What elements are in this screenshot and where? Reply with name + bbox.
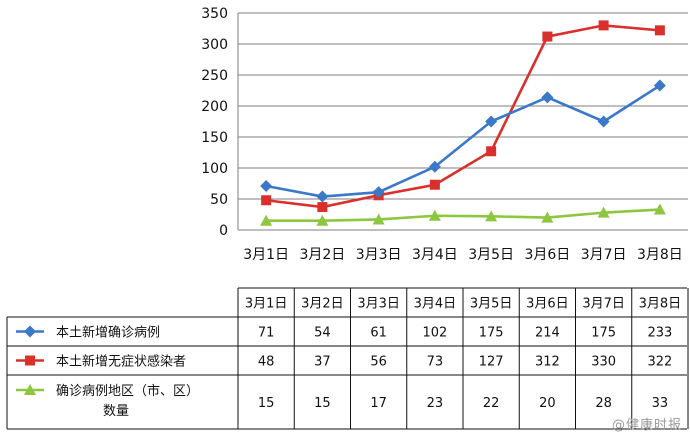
table-value-cell: 102: [422, 326, 447, 341]
x-tick-label: 3月2日: [299, 247, 345, 263]
table-value-cell: 214: [535, 326, 560, 341]
table-value-cell: 20: [539, 396, 556, 411]
series-regions-point: [485, 210, 498, 222]
series-asymptomatic-point: [261, 195, 272, 206]
x-tick-label: 3月1日: [243, 247, 289, 263]
series-confirmed-point: [316, 190, 329, 203]
x-tick-label: 3月3日: [356, 247, 402, 263]
series-asymptomatic-point: [486, 146, 497, 157]
legend-marker: [25, 355, 35, 366]
y-tick-label-350: 350: [201, 6, 228, 22]
x-tick-label: 3月5日: [468, 247, 514, 263]
series-confirmed-point: [653, 79, 666, 92]
table-value-cell: 175: [591, 326, 616, 341]
series-asymptomatic-point: [654, 25, 665, 36]
y-tick-label-300: 300: [201, 37, 228, 53]
table-header-cell: 3月4日: [414, 297, 457, 312]
legend-label-asymptomatic: 本土新增无症状感染者: [56, 354, 186, 370]
series-confirmed-point: [597, 115, 610, 128]
series-regions: [260, 203, 666, 226]
y-axis: 0 50 100 150 200 250 300 350: [201, 6, 239, 239]
y-tick-label-250: 250: [201, 68, 228, 84]
series-regions-line: [266, 208, 660, 222]
legend-key-asymptomatic: [16, 355, 44, 366]
table-header-cell: 3月5日: [470, 297, 513, 312]
x-tick-label: 3月6日: [524, 247, 570, 263]
table-value-cell: 73: [427, 355, 444, 370]
data-table: 3月1日 3月2日 3月3日 3月4日 3月5日 3月6日 3月7日 3月8日本土新增确诊病例…: [6, 287, 689, 430]
legend-label-regions-line1: 确诊病例地区（市、区）: [56, 383, 199, 399]
y-tick-label-0: 0: [219, 223, 228, 239]
table-value-cell: 54: [314, 326, 331, 341]
legend-marker: [24, 384, 36, 395]
series-layer: [260, 20, 666, 226]
table-value-cell: 17: [370, 396, 387, 411]
table-value-cell: 61: [370, 326, 387, 341]
legend-label-confirmed: 本土新增确诊病例: [56, 325, 160, 341]
table-value-cell: 37: [314, 355, 331, 370]
table-value-cell: 23: [427, 396, 444, 411]
table-value-cell: 28: [595, 396, 612, 411]
series-regions-point: [372, 213, 385, 225]
table-value-cell: 330: [591, 355, 616, 370]
series-asymptomatic-line: [265, 24, 660, 209]
x-axis: 3月1日 3月2日 3月3日 3月4日 3月5日 3月6日 3月7日 3月8日: [243, 247, 683, 263]
x-tick-label: 3月4日: [412, 247, 458, 263]
table-value-cell: 233: [647, 326, 672, 341]
series-confirmed: [260, 79, 666, 203]
table-header-cell: 3月2日: [301, 297, 344, 312]
series-asymptomatic-point: [317, 202, 328, 213]
y-tick-label-200: 200: [201, 99, 228, 115]
legend-key-confirmed: [16, 325, 44, 338]
series-regions-point: [653, 203, 666, 215]
series-confirmed-line: [265, 84, 661, 198]
table-header-cell: 3月7日: [582, 297, 625, 312]
series-regions-point: [597, 206, 610, 218]
y-tick-label-100: 100: [201, 161, 228, 177]
table-value-cell: 33: [652, 396, 669, 411]
series-regions-point: [260, 214, 273, 226]
table-header-cell: 3月6日: [526, 297, 569, 312]
y-tick-label-50: 50: [210, 192, 228, 208]
series-confirmed-point: [372, 186, 385, 199]
table-header-cell: 3月1日: [245, 297, 288, 312]
table-value-cell: 22: [483, 396, 500, 411]
series-confirmed-point: [485, 115, 498, 128]
table-value-cell: 15: [314, 396, 331, 411]
series-regions-point: [541, 211, 554, 223]
legend-key-regions: [16, 384, 44, 395]
table-value-cell: 175: [479, 326, 504, 341]
table-value-cell: 56: [370, 355, 387, 370]
table-value-cell: 127: [479, 355, 504, 370]
table-value-cell: 48: [258, 355, 275, 370]
legend-marker: [24, 325, 36, 338]
series-asymptomatic-point: [542, 31, 553, 42]
table-value-cell: 15: [258, 396, 275, 411]
grid-lines: [238, 12, 688, 231]
series-regions-point: [428, 209, 441, 221]
series-confirmed-point: [541, 91, 554, 104]
series-asymptomatic-point: [598, 20, 609, 31]
series-regions-point: [316, 214, 329, 226]
x-tick-label: 3月8日: [637, 247, 683, 263]
y-tick-label-150: 150: [201, 130, 228, 146]
watermark: @健康时报: [611, 418, 682, 433]
table-value-cell: 322: [647, 355, 672, 370]
legend-label-regions-line2: 数量: [103, 404, 129, 419]
table-value-cell: 312: [535, 355, 560, 370]
table-header-cell: 3月3日: [357, 297, 400, 312]
series-confirmed-point: [428, 160, 441, 173]
series-confirmed-point: [260, 179, 273, 192]
table-header-cell: 3月8日: [639, 297, 682, 312]
x-tick-label: 3月7日: [581, 247, 627, 263]
table-value-cell: 71: [258, 326, 275, 341]
series-asymptomatic-point: [429, 179, 440, 190]
series-asymptomatic: [261, 20, 665, 213]
